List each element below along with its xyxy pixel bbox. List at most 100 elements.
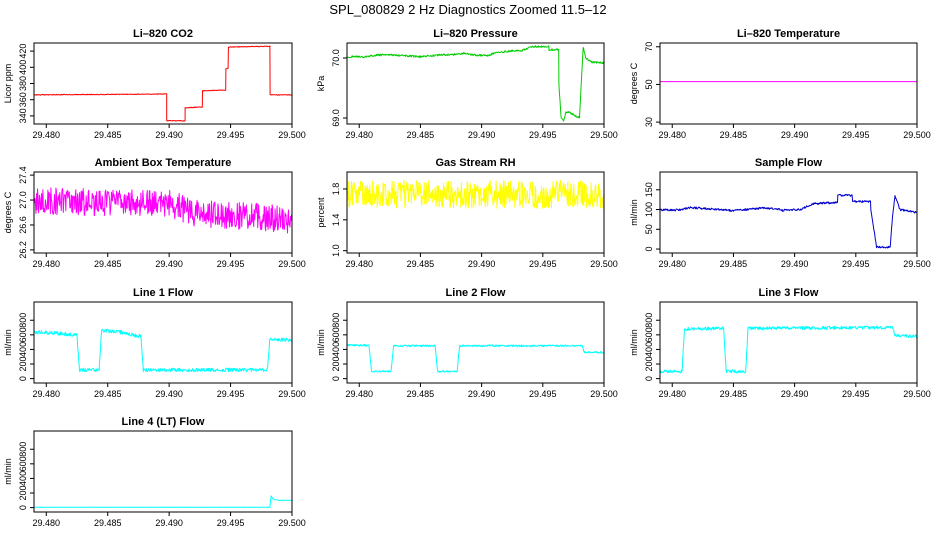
y-tick-label: 100: [644, 202, 654, 217]
x-tick-label: 29.500: [278, 389, 306, 399]
x-tick-label: 29.485: [720, 389, 748, 399]
x-tick-label: 29.495: [529, 130, 557, 140]
y-tick-label: 600: [18, 456, 28, 471]
y-tick-label: 50: [644, 79, 654, 89]
chart-panel: Line 2 Flow ml/min 29.480 29.485 29.490 29.49…: [316, 287, 618, 399]
x-tick-label: 29.485: [94, 130, 122, 140]
x-tick-label: 29.485: [407, 389, 435, 399]
x-tick-label: 29.490: [781, 259, 809, 269]
x-tick-label: 29.495: [842, 259, 870, 269]
x-tick-label: 29.485: [720, 130, 748, 140]
y-axis-label: degrees C: [3, 191, 13, 233]
x-tick-label: 29.490: [468, 130, 496, 140]
x-tick-label: 29.500: [590, 130, 618, 140]
y-tick-label: 27.0: [18, 191, 28, 209]
plot-frame: [33, 171, 293, 254]
plot-frame: [659, 171, 918, 254]
plot-frame: [346, 42, 605, 125]
panel-title: Li–820 Pressure: [433, 28, 517, 40]
y-tick-label: 800: [18, 442, 28, 457]
panel-title: Line 3 Flow: [759, 287, 819, 299]
y-tick-label: 1.8: [331, 183, 341, 196]
plot-frame: [346, 171, 605, 254]
x-tick-label: 29.480: [345, 389, 373, 399]
x-tick-label: 29.500: [903, 259, 931, 269]
x-tick-label: 29.490: [155, 130, 183, 140]
y-tick-label: 200: [331, 357, 341, 372]
panel-grid: Li–820 CO2 Licor ppm 29.480 29.485 29.490 29.…: [3, 28, 931, 528]
x-tick-label: 29.490: [155, 389, 183, 399]
y-axis-label: ml/min: [629, 329, 639, 356]
plot-frame: [659, 301, 918, 384]
x-tick-label: 29.490: [155, 518, 183, 528]
figure-title: SPL_080829 2 Hz Diagnostics Zoomed 11.5–…: [329, 2, 606, 17]
y-tick-label: 0: [18, 505, 28, 510]
x-tick-label: 29.485: [94, 518, 122, 528]
x-tick-label: 29.500: [278, 518, 306, 528]
y-axis-label: ml/min: [3, 329, 13, 356]
y-tick-label: 600: [331, 327, 341, 342]
y-axis-label: ml/min: [316, 329, 326, 356]
x-tick-label: 29.495: [529, 389, 557, 399]
plot-frame: [33, 430, 293, 513]
y-tick-label: 600: [18, 327, 28, 342]
y-tick-label: 0: [644, 247, 654, 252]
y-tick-label: 800: [18, 313, 28, 328]
y-axis-label: ml/min: [629, 199, 639, 226]
x-tick-label: 29.480: [345, 259, 373, 269]
chart-panel: Line 3 Flow ml/min 29.480 29.485 29.490 29.49…: [629, 287, 931, 399]
x-tick-label: 29.485: [407, 130, 435, 140]
panel-title: Ambient Box Temperature: [95, 157, 232, 169]
y-tick-label: 400: [18, 471, 28, 486]
chart-panel: Line 1 Flow ml/min 29.480 29.485 29.490 29.49…: [3, 287, 306, 399]
x-tick-label: 29.490: [468, 259, 496, 269]
panel-title: Gas Stream RH: [435, 157, 515, 169]
x-tick-label: 29.495: [842, 130, 870, 140]
x-tick-label: 29.480: [658, 389, 686, 399]
series-line: [347, 180, 604, 209]
series-line: [347, 45, 604, 122]
y-tick-label: 200: [18, 486, 28, 501]
x-tick-label: 29.500: [903, 389, 931, 399]
y-tick-label: 70.0: [331, 49, 341, 67]
plot-frame: [33, 301, 293, 384]
panel-title: Line 2 Flow: [446, 287, 506, 299]
y-tick-label: 0: [644, 376, 654, 381]
x-tick-label: 29.485: [94, 259, 122, 269]
y-tick-label: 800: [644, 313, 654, 328]
series-line: [34, 45, 292, 122]
series-line: [660, 325, 917, 374]
series-line: [34, 495, 292, 508]
y-tick-label: 400: [644, 342, 654, 357]
x-tick-label: 29.495: [217, 259, 245, 269]
x-tick-label: 29.480: [33, 518, 61, 528]
panel-title: Sample Flow: [755, 157, 823, 169]
y-tick-label: 150: [644, 182, 654, 197]
chart-panel: Li–820 CO2 Licor ppm 29.480 29.485 29.490 29.…: [3, 28, 306, 140]
panel-title: Line 4 (LT) Flow: [122, 416, 205, 428]
y-tick-label: 30: [644, 117, 654, 127]
x-tick-label: 29.500: [278, 259, 306, 269]
y-tick-label: 200: [18, 357, 28, 372]
plot-frame: [659, 42, 918, 125]
chart-panel: Li–820 Temperature degrees C 29.480 29.485 2…: [629, 28, 931, 140]
y-tick-label: 50: [644, 224, 654, 234]
y-tick-label: 400: [18, 342, 28, 357]
y-tick-label: 1.0: [331, 244, 341, 257]
x-tick-label: 29.485: [94, 389, 122, 399]
y-tick-label: 360: [18, 92, 28, 107]
chart-panel: Ambient Box Temperature degrees C 29.480 29…: [3, 157, 306, 269]
y-tick-label: 27.4: [18, 166, 28, 184]
y-axis-label: degrees C: [629, 62, 639, 104]
y-tick-label: 800: [331, 313, 341, 328]
x-tick-label: 29.480: [33, 259, 61, 269]
y-tick-label: 26.6: [18, 216, 28, 234]
x-tick-label: 29.490: [781, 130, 809, 140]
x-tick-label: 29.480: [658, 130, 686, 140]
panel-title: Li–820 Temperature: [737, 28, 840, 40]
x-tick-label: 29.500: [278, 130, 306, 140]
y-tick-label: 69.0: [331, 109, 341, 127]
y-tick-label: 26.2: [18, 241, 28, 259]
x-tick-label: 29.485: [720, 259, 748, 269]
